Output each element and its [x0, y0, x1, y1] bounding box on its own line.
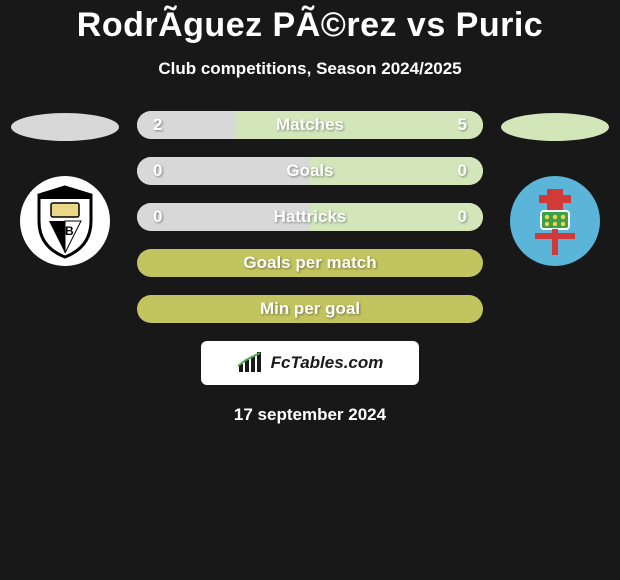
- source-logo-text: FcTables.com: [271, 353, 384, 373]
- right-player-col: [501, 111, 609, 266]
- bar-right-value: 5: [458, 115, 467, 135]
- bar-label: Min per goal: [260, 299, 360, 319]
- bar-right-value: 0: [458, 161, 467, 181]
- stat-bar: Goals per match: [137, 249, 483, 277]
- bar-chart-icon: [237, 352, 265, 374]
- main-row: AB 2 Matches 5 0 Goals 0 0 Hattricks 0 Goals per …: [0, 111, 620, 323]
- cross-crest-icon: [517, 183, 593, 259]
- stat-bar: 0 Goals 0: [137, 157, 483, 185]
- bar-fill-right: [236, 111, 483, 139]
- comparison-card: RodrÃ­guez PÃ©rez vs Puric Club competit…: [0, 0, 620, 425]
- left-player-oval: [11, 113, 119, 141]
- right-player-oval: [501, 113, 609, 141]
- bar-label: Goals per match: [243, 253, 376, 273]
- stat-bar: 0 Hattricks 0: [137, 203, 483, 231]
- bar-left-value: 0: [153, 161, 162, 181]
- date-line: 17 september 2024: [0, 405, 620, 425]
- page-title: RodrÃ­guez PÃ©rez vs Puric: [0, 6, 620, 45]
- stat-bars: 2 Matches 5 0 Goals 0 0 Hattricks 0 Goals per mat…: [137, 111, 483, 323]
- right-team-crest: [510, 176, 600, 266]
- left-player-col: AB: [11, 111, 119, 266]
- left-team-crest: AB: [20, 176, 110, 266]
- bar-fill-left: [137, 157, 310, 185]
- shield-icon: AB: [25, 181, 105, 261]
- bar-left-value: 0: [153, 207, 162, 227]
- bar-label: Goals: [286, 161, 333, 181]
- stat-bar: Min per goal: [137, 295, 483, 323]
- bar-left-value: 2: [153, 115, 162, 135]
- bar-label: Matches: [276, 115, 344, 135]
- bar-fill-left: [137, 111, 236, 139]
- stat-bar: 2 Matches 5: [137, 111, 483, 139]
- subtitle: Club competitions, Season 2024/2025: [0, 59, 620, 79]
- source-logo: FcTables.com: [201, 341, 419, 385]
- bar-label: Hattricks: [274, 207, 347, 227]
- svg-text:AB: AB: [56, 224, 74, 238]
- bar-right-value: 0: [458, 207, 467, 227]
